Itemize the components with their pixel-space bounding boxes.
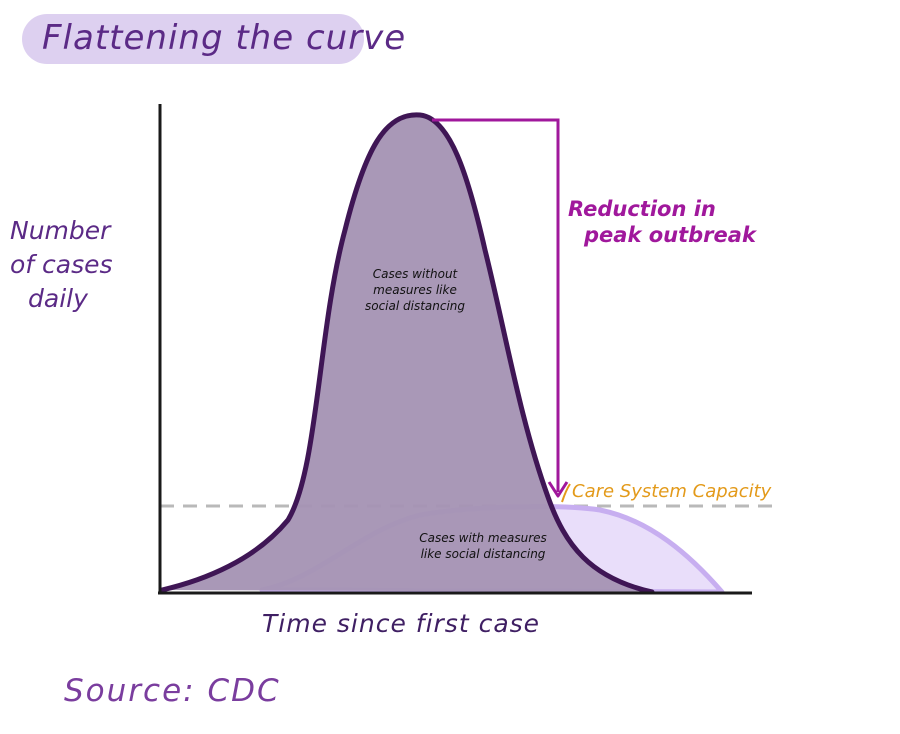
y-axis-label: Number of cases daily [10,214,113,316]
x-axis-label: Time since first case [262,609,541,638]
y-axis-label-line: Number [10,216,111,245]
with-measures-note: Cases with measures like social distanci… [398,530,568,562]
note-line: Cases without [372,267,458,281]
reduction-label: Reduction in peak outbreak [568,196,756,248]
reduction-arrow-line [432,118,560,492]
note-line: measures like [373,283,457,297]
chart-title: Flattening the curve [42,18,407,58]
y-axis-label-line: of cases [10,250,113,279]
title-highlight [22,14,364,64]
capacity-pointer [561,483,571,503]
y-axis-label-line: daily [28,284,88,313]
peak-curve [159,112,655,595]
without-measures-note: Cases without measures like social dista… [340,266,490,314]
note-line: social distancing [364,299,466,313]
reduction-arrow-head [547,481,569,498]
source-label: Source: CDC [64,673,281,709]
reduction-label-line: Reduction in [568,197,716,221]
note-line: Cases with measures [419,531,547,545]
capacity-label: Care System Capacity [572,481,772,502]
note-line: like social distancing [420,547,546,561]
reduction-label-line: peak outbreak [584,223,756,247]
